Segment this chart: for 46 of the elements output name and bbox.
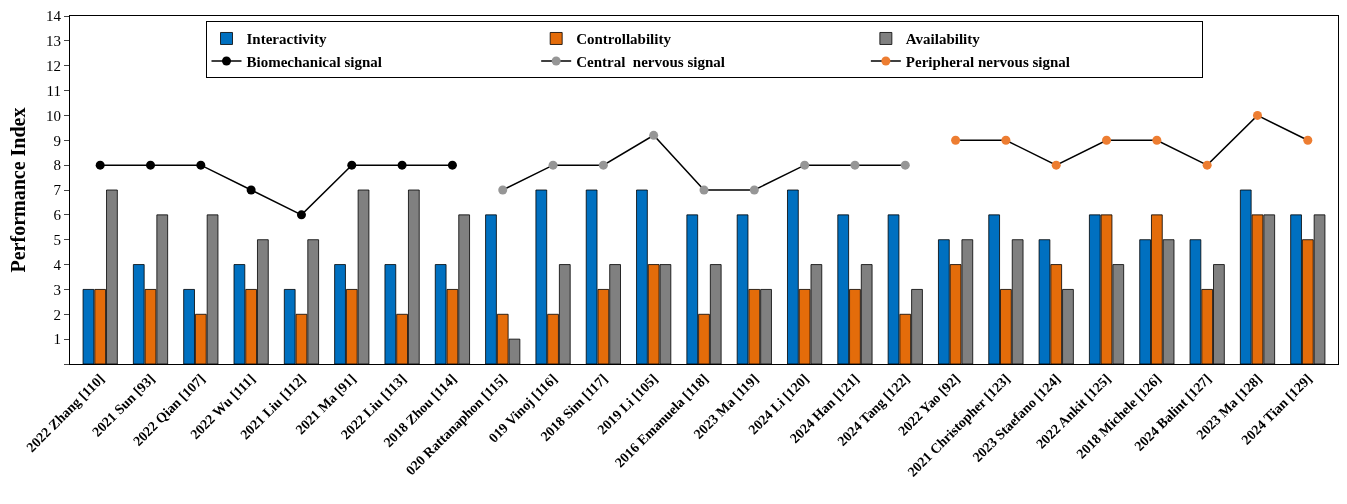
point	[951, 135, 961, 145]
legend-label: Availability	[905, 31, 981, 48]
point	[246, 185, 256, 195]
point	[95, 160, 105, 170]
point	[146, 160, 156, 170]
y-tick-label: 9	[53, 132, 61, 149]
point	[397, 160, 407, 170]
point	[548, 160, 558, 170]
y-tick-label: 7	[53, 182, 62, 199]
point	[447, 160, 457, 170]
legend-label: Biomechanical signal	[246, 53, 382, 70]
point	[1202, 160, 1212, 170]
point	[347, 160, 357, 170]
legend-label: Controllability	[576, 31, 672, 48]
point	[749, 185, 759, 195]
point	[649, 130, 659, 140]
y-tick-label: 4	[53, 256, 62, 273]
y-tick-label: 6	[53, 207, 62, 224]
y-tick-label: 13	[46, 33, 61, 50]
point	[800, 160, 810, 170]
point	[1102, 135, 1112, 145]
point	[1001, 135, 1011, 145]
y-tick-label: 11	[46, 82, 61, 99]
y-tick-label: 14	[46, 8, 62, 25]
y-tick-label: 12	[46, 57, 61, 74]
y-tick-label: 3	[53, 281, 61, 298]
point	[699, 185, 709, 195]
y-tick-label: 5	[53, 231, 61, 248]
y-tick-label: 2	[53, 306, 61, 323]
point	[498, 185, 508, 195]
legend-label: Central nervous signal	[576, 53, 725, 70]
point	[196, 160, 206, 170]
point	[900, 160, 910, 170]
point	[296, 210, 306, 220]
point	[1152, 135, 1162, 145]
y-tick-label: 1	[53, 331, 61, 348]
legend-label: Interactivity	[246, 31, 327, 48]
y-axis-title: Performance Index	[6, 107, 29, 273]
point	[850, 160, 860, 170]
y-tick-label: 10	[46, 107, 61, 124]
point	[598, 160, 608, 170]
point	[1051, 160, 1061, 170]
point	[1303, 135, 1313, 145]
point	[1252, 110, 1262, 120]
legend-label: Peripheral nervous signal	[905, 53, 1071, 70]
y-tick-label: 8	[53, 157, 61, 174]
